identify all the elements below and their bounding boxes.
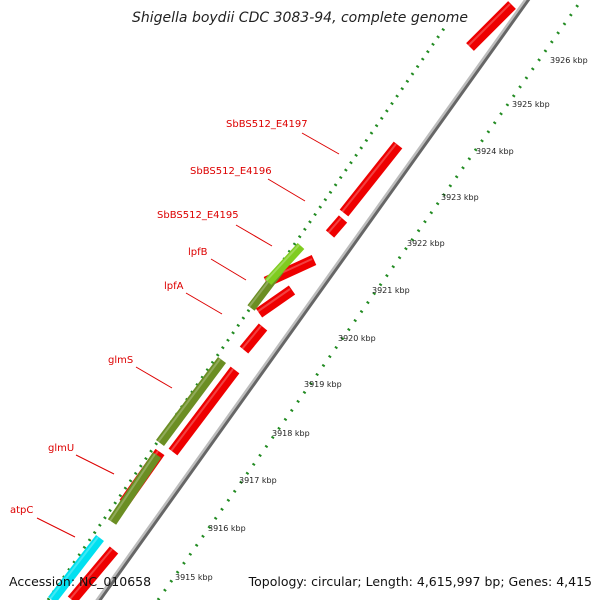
tick-label: 3920 kbp xyxy=(338,334,376,343)
tick-label: 3919 kbp xyxy=(304,380,342,389)
tick-label: 3915 kbp xyxy=(175,573,213,582)
gene-leader-line xyxy=(301,132,340,155)
topology-summary: Topology: circular; Length: 4,615,997 bp… xyxy=(248,574,592,589)
gene-block-3 xyxy=(168,366,240,456)
gene-leader-line xyxy=(36,517,76,538)
gene-block-7 xyxy=(325,215,348,238)
gene-block-highlight xyxy=(49,536,99,600)
gene-block-8 xyxy=(339,141,403,217)
gene-label-glms: glmS xyxy=(108,355,133,366)
gene-label-sbbs512_e4197: SbBS512_E4197 xyxy=(226,119,308,130)
gene-block-10 xyxy=(48,534,104,600)
tick-label: 3917 kbp xyxy=(239,476,277,485)
gene-block-14 xyxy=(264,242,305,286)
gene-block-highlight xyxy=(241,325,262,350)
inner-dotted-track xyxy=(156,1,582,600)
gene-block-9 xyxy=(466,1,516,51)
gene-block-highlight xyxy=(69,548,113,600)
gene-block-highlight xyxy=(341,143,397,213)
gene-block-highlight xyxy=(265,244,300,282)
backbone xyxy=(95,0,527,600)
gene-label-glmu: glmU xyxy=(48,443,74,454)
tick-label: 3925 kbp xyxy=(512,100,550,109)
gene-leader-line xyxy=(210,258,247,281)
gene-leader-line xyxy=(185,292,223,315)
gene-label-atpc: atpC xyxy=(10,505,33,516)
accession-label: Accession: NC_010658 xyxy=(9,574,152,589)
tick-label: 3923 kbp xyxy=(441,193,479,202)
gene-label-sbbs512_e4196: SbBS512_E4196 xyxy=(190,166,272,177)
tick-label: 3926 kbp xyxy=(550,56,588,65)
gene-leader-line xyxy=(135,366,173,389)
outer-dotted-track xyxy=(46,26,447,600)
gene-block-12 xyxy=(155,357,227,446)
tick-label: 3922 kbp xyxy=(407,239,445,248)
gene-block-highlight xyxy=(109,453,156,522)
gene-label-lpfa: lpfA xyxy=(164,281,184,292)
gene-block-4 xyxy=(239,323,268,354)
gene-block-5 xyxy=(255,285,296,318)
backbone-shadow xyxy=(95,0,531,600)
gene-leader-line xyxy=(235,224,273,247)
gene-label-sbbs512_e4195: SbBS512_E4195 xyxy=(157,210,239,221)
gene-leader-line xyxy=(267,178,306,202)
tick-label: 3918 kbp xyxy=(272,429,310,438)
gene-block-11 xyxy=(107,452,162,525)
tick-label: 3924 kbp xyxy=(476,147,514,156)
gene-block-highlight xyxy=(467,3,511,47)
gene-block-highlight xyxy=(157,358,221,443)
gene-leader-line xyxy=(75,454,115,475)
gene-block-1 xyxy=(67,546,119,600)
gene-block-highlight xyxy=(170,368,234,452)
tick-label: 3916 kbp xyxy=(208,524,246,533)
map-title: Shigella boydii CDC 3083-94, complete ge… xyxy=(131,10,469,26)
gene-block-highlight xyxy=(327,217,342,234)
tick-label: 3921 kbp xyxy=(372,286,410,295)
gene-label-lpfb: lpfB xyxy=(188,247,208,258)
gene-block-highlight xyxy=(256,288,291,313)
